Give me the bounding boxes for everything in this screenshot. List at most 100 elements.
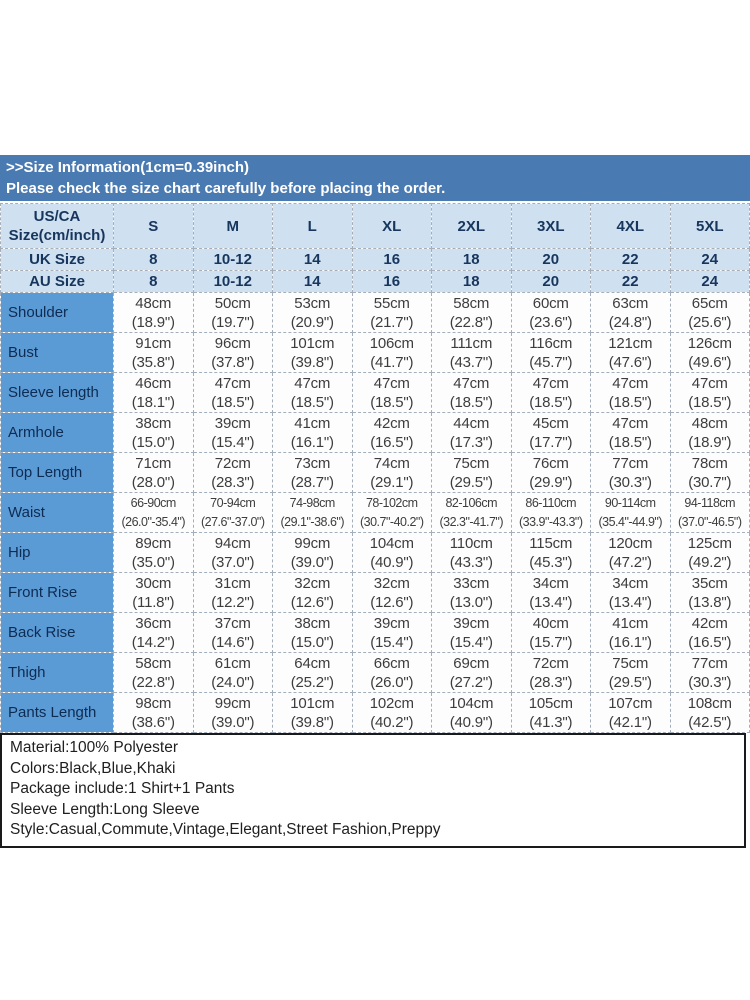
measurement-cell: 121cm (47.6") <box>590 332 671 373</box>
measurement-cell: 115cm (45.3") <box>510 532 591 573</box>
region-label: AU Size <box>0 270 114 293</box>
measurement-cell: 48cm (18.9") <box>113 292 194 333</box>
measurement-cell: 58cm (22.8") <box>431 292 512 333</box>
measurement-cell: 116cm (45.7") <box>510 332 591 373</box>
measurement-cell: 63cm (24.8") <box>590 292 671 333</box>
measurement-cell: 39cm (15.4") <box>351 612 432 653</box>
size-info-banner: >>Size Information(1cm=0.39inch) Please … <box>0 155 750 201</box>
size-column-header: 3XL <box>510 203 591 249</box>
measurement-cell: 47cm (18.5") <box>590 412 671 453</box>
region-size-cell: 14 <box>272 248 353 271</box>
measurement-cell: 34cm (13.4") <box>510 572 591 613</box>
measurement-cell: 39cm (15.4") <box>192 412 273 453</box>
region-label: UK Size <box>0 248 114 271</box>
measurement-cell: 108cm (42.5") <box>669 692 750 733</box>
measurement-cell: 77cm (30.3") <box>669 652 750 693</box>
measurement-cell: 38cm (15.0") <box>113 412 194 453</box>
measurement-cell: 50cm (19.7") <box>192 292 273 333</box>
measurement-cell: 47cm (18.5") <box>272 372 353 413</box>
measurement-cell: 61cm (24.0") <box>192 652 273 693</box>
measurement-cell: 31cm (12.2") <box>192 572 273 613</box>
size-column-header: M <box>192 203 273 249</box>
measurement-cell: 46cm (18.1") <box>113 372 194 413</box>
measurement-cell: 78-102cm (30.7"-40.2") <box>351 492 432 533</box>
measurement-cell: 74-98cm (29.1"-38.6") <box>272 492 353 533</box>
measurement-cell: 72cm (28.3") <box>510 652 591 693</box>
measurement-cell: 47cm (18.5") <box>590 372 671 413</box>
size-chart-table: US/CA Size(cm/inch) S M L XL 2XL 3XL 4XL 5XL UK S… <box>0 203 750 733</box>
measurement-cell: 35cm (13.8") <box>669 572 750 613</box>
measurement-label: Front Rise <box>0 572 114 613</box>
measurement-cell: 126cm (49.6") <box>669 332 750 373</box>
measurement-cell: 101cm (39.8") <box>272 332 353 373</box>
measurement-label: Shoulder <box>0 292 114 333</box>
measurement-row: Back Rise 36cm (14.2") 37cm (14.6") 38cm (1… <box>0 612 750 653</box>
measurement-cell: 30cm (11.8") <box>113 572 194 613</box>
measurement-cell: 37cm (14.6") <box>192 612 273 653</box>
region-size-row: UK Size 8 10-12 14 16 18 20 22 24 <box>0 248 750 271</box>
region-size-cell: 8 <box>113 248 194 271</box>
measurement-cell: 41cm (16.1") <box>590 612 671 653</box>
measurement-cell: 47cm (18.5") <box>510 372 591 413</box>
size-column-header: L <box>272 203 353 249</box>
region-size-cell: 20 <box>510 248 591 271</box>
banner-title: >>Size Information(1cm=0.39inch) <box>6 159 249 176</box>
measurement-cell: 120cm (47.2") <box>590 532 671 573</box>
measurement-cell: 60cm (23.6") <box>510 292 591 333</box>
measurement-label: Armhole <box>0 412 114 453</box>
measurement-cell: 82-106cm (32.3"-41.7") <box>431 492 512 533</box>
size-column-header: S <box>113 203 194 249</box>
measurement-cell: 65cm (25.6") <box>669 292 750 333</box>
measurement-label: Thigh <box>0 652 114 693</box>
measurement-cell: 106cm (41.7") <box>351 332 432 373</box>
measurement-label: Waist <box>0 492 114 533</box>
measurement-cell: 32cm (12.6") <box>351 572 432 613</box>
measurement-row: Top Length 71cm (28.0") 72cm (28.3") 73cm (… <box>0 452 750 493</box>
measurement-cell: 110cm (43.3") <box>431 532 512 573</box>
measurement-cell: 47cm (18.5") <box>351 372 432 413</box>
measurement-cell: 90-114cm (35.4"-44.9") <box>590 492 671 533</box>
measurement-label: Back Rise <box>0 612 114 653</box>
measurement-cell: 104cm (40.9") <box>431 692 512 733</box>
measurement-row: Pants Length 98cm (38.6") 99cm (39.0") 101c… <box>0 692 750 733</box>
measurement-row: Shoulder 48cm (18.9") 50cm (19.7") 53cm (20… <box>0 292 750 333</box>
measurement-cell: 70-94cm (27.6"-37.0") <box>192 492 273 533</box>
measurement-row: Thigh 58cm (22.8") 61cm (24.0") 64cm (25.2"… <box>0 652 750 693</box>
product-details-block: Material:100% Polyester Colors:Black,Blu… <box>0 733 746 848</box>
banner-subtitle: Please check the size chart carefully be… <box>6 180 446 197</box>
measurement-cell: 44cm (17.3") <box>431 412 512 453</box>
measurement-cell: 42cm (16.5") <box>351 412 432 453</box>
detail-package: Package include:1 Shirt+1 Pants <box>10 780 235 797</box>
measurement-label: Bust <box>0 332 114 373</box>
measurement-cell: 75cm (29.5") <box>590 652 671 693</box>
measurement-row: Bust 91cm (35.8") 96cm (37.8") 101cm (39.8"… <box>0 332 750 373</box>
detail-material: Material:100% Polyester <box>10 739 178 756</box>
measurement-cell: 101cm (39.8") <box>272 692 353 733</box>
measurement-label: Pants Length <box>0 692 114 733</box>
measurement-cell: 32cm (12.6") <box>272 572 353 613</box>
size-column-header: XL <box>351 203 432 249</box>
region-size-cell: 16 <box>351 270 432 293</box>
measurement-cell: 86-110cm (33.9"-43.3") <box>510 492 591 533</box>
measurement-cell: 36cm (14.2") <box>113 612 194 653</box>
region-size-row: AU Size 8 10-12 14 16 18 20 22 24 <box>0 270 750 293</box>
measurement-row: Hip 89cm (35.0") 94cm (37.0") 99cm (39.0") 1… <box>0 532 750 573</box>
measurement-cell: 64cm (25.2") <box>272 652 353 693</box>
measurement-row: Sleeve length 46cm (18.1") 47cm (18.5") 47c… <box>0 372 750 413</box>
measurement-cell: 111cm (43.7") <box>431 332 512 373</box>
measurement-cell: 71cm (28.0") <box>113 452 194 493</box>
measurement-row: Waist 66-90cm (26.0"-35.4") 70-94cm (27.6"… <box>0 492 750 533</box>
region-size-cell: 22 <box>590 270 671 293</box>
detail-colors: Colors:Black,Blue,Khaki <box>10 759 176 777</box>
measurement-cell: 72cm (28.3") <box>192 452 273 493</box>
measurement-cell: 33cm (13.0") <box>431 572 512 613</box>
measurement-cell: 73cm (28.7") <box>272 452 353 493</box>
measurement-row: Armhole 38cm (15.0") 39cm (15.4") 41cm (16.… <box>0 412 750 453</box>
measurement-cell: 105cm (41.3") <box>510 692 591 733</box>
measurement-cell: 42cm (16.5") <box>669 612 750 653</box>
measurement-cell: 47cm (18.5") <box>669 372 750 413</box>
measurement-cell: 104cm (40.9") <box>351 532 432 573</box>
measurement-cell: 47cm (18.5") <box>192 372 273 413</box>
measurement-cell: 47cm (18.5") <box>431 372 512 413</box>
size-column-header: 2XL <box>431 203 512 249</box>
